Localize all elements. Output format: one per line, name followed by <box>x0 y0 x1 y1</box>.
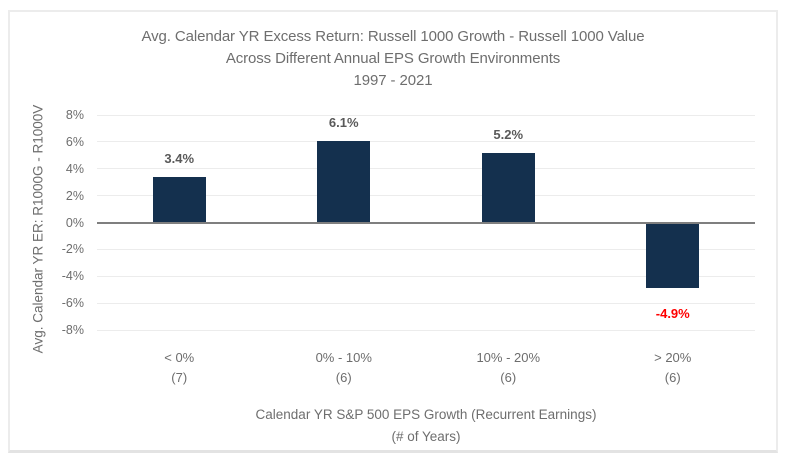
y-tick-label: 4% <box>65 161 84 176</box>
zero-axis-line <box>97 221 755 224</box>
y-tick-label: 6% <box>65 134 84 149</box>
x-category-count: (6) <box>335 369 352 385</box>
chart-title-line-3: 1997 - 2021 <box>353 72 433 89</box>
y-tick-label: 8% <box>65 108 84 122</box>
x-axis-title-line-1: Calendar YR S&P 500 EPS Growth (Recurren… <box>255 407 597 422</box>
y-tick-label: 2% <box>65 188 84 203</box>
gridline <box>97 248 755 250</box>
x-category-label: < 0% (7) <box>104 348 254 387</box>
x-category-label: 0% - 10% (6) <box>269 348 419 387</box>
y-tick-label: -8% <box>61 323 84 337</box>
gridline <box>97 329 755 331</box>
x-category-range: 10% - 20% <box>476 350 541 365</box>
chart-title-line-2: Across Different Annual EPS Growth Envir… <box>225 50 561 67</box>
bar-value-label: 6.1% <box>328 114 359 130</box>
bar-value-label: -4.9% <box>655 306 690 322</box>
gridline <box>97 275 755 277</box>
x-category-range: 0% - 10% <box>315 350 372 365</box>
x-category-count: (6) <box>500 369 517 385</box>
bar <box>481 152 535 223</box>
bar-value-label: 3.4% <box>164 150 195 166</box>
x-category-count: (7) <box>171 369 188 385</box>
bar <box>152 176 206 223</box>
bar <box>317 140 371 223</box>
gridline <box>97 195 755 197</box>
x-axis-title-line-2: (# of Years) <box>391 429 461 444</box>
chart-title-line-1: Avg. Calendar YR Excess Return: Russell … <box>141 28 645 45</box>
bar-value-label: 5.2% <box>493 126 524 142</box>
y-tick-label: -4% <box>61 269 84 284</box>
x-axis-title: Calendar YR S&P 500 EPS Growth (Recurren… <box>97 404 755 448</box>
x-category-label: 10% - 20% (6) <box>433 348 583 387</box>
x-category-range: > 20% <box>654 350 692 365</box>
gridline <box>97 114 755 116</box>
y-tick-label: -6% <box>61 296 84 311</box>
gridline <box>97 141 755 143</box>
x-category-count: (6) <box>664 369 681 385</box>
y-tick-label: -2% <box>61 242 84 257</box>
chart-title: Avg. Calendar YR Excess Return: Russell … <box>8 26 778 92</box>
gridline <box>97 302 755 304</box>
y-tick-label: 0% <box>65 215 84 230</box>
gridline <box>97 168 755 170</box>
x-category-range: < 0% <box>164 350 195 365</box>
x-category-label: > 20% (6) <box>598 348 748 387</box>
bar <box>646 222 700 289</box>
